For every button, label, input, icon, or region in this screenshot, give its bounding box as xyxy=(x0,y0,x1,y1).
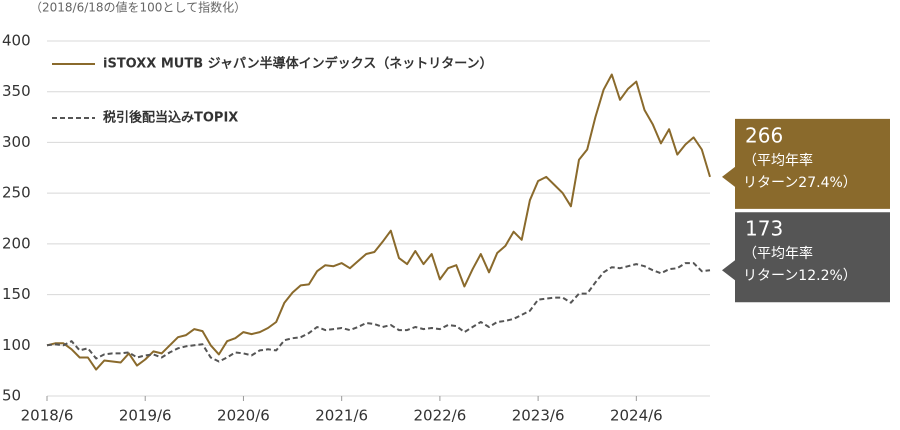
y-tick-label: 100 xyxy=(2,336,31,354)
legend-label: 税引後配当込みTOPIX xyxy=(103,110,238,126)
x-tick-label: 2024/6 xyxy=(610,407,663,425)
series-line xyxy=(46,73,711,371)
x-tick-label: 2023/6 xyxy=(512,407,565,425)
annotation-note: （平均年率 xyxy=(743,245,813,262)
x-tick-label: 2019/6 xyxy=(119,407,172,425)
x-tick-label: 2021/6 xyxy=(315,407,368,425)
x-tick-label: 2018/6 xyxy=(21,407,74,425)
y-tick-label: 150 xyxy=(2,285,31,303)
x-tick-label: 2020/6 xyxy=(217,407,270,425)
annotation-box xyxy=(722,212,890,303)
annotation-note: リターン27.4%） xyxy=(743,175,857,191)
y-tick-label: 200 xyxy=(2,234,31,252)
annotation-value: 266 xyxy=(745,123,783,147)
y-tick-label: 300 xyxy=(2,133,31,151)
annotation-note: リターン12.2%） xyxy=(743,268,857,284)
annotation-box xyxy=(722,118,890,209)
y-tick-label: 250 xyxy=(2,184,31,202)
chart-subtitle: （2018/6/18の値を100として指数化） xyxy=(30,0,246,15)
annotation-value: 173 xyxy=(745,217,783,241)
series-line xyxy=(46,262,711,363)
y-tick-label: 400 xyxy=(2,32,31,50)
annotation-note: （平均年率 xyxy=(743,152,813,169)
y-tick-label: 350 xyxy=(2,82,31,100)
x-tick-label: 2022/6 xyxy=(413,407,466,425)
y-tick-label: 50 xyxy=(2,387,21,405)
legend-label: iSTOXX MUTB ジャパン半導体インデックス（ネットリターン） xyxy=(103,56,493,72)
